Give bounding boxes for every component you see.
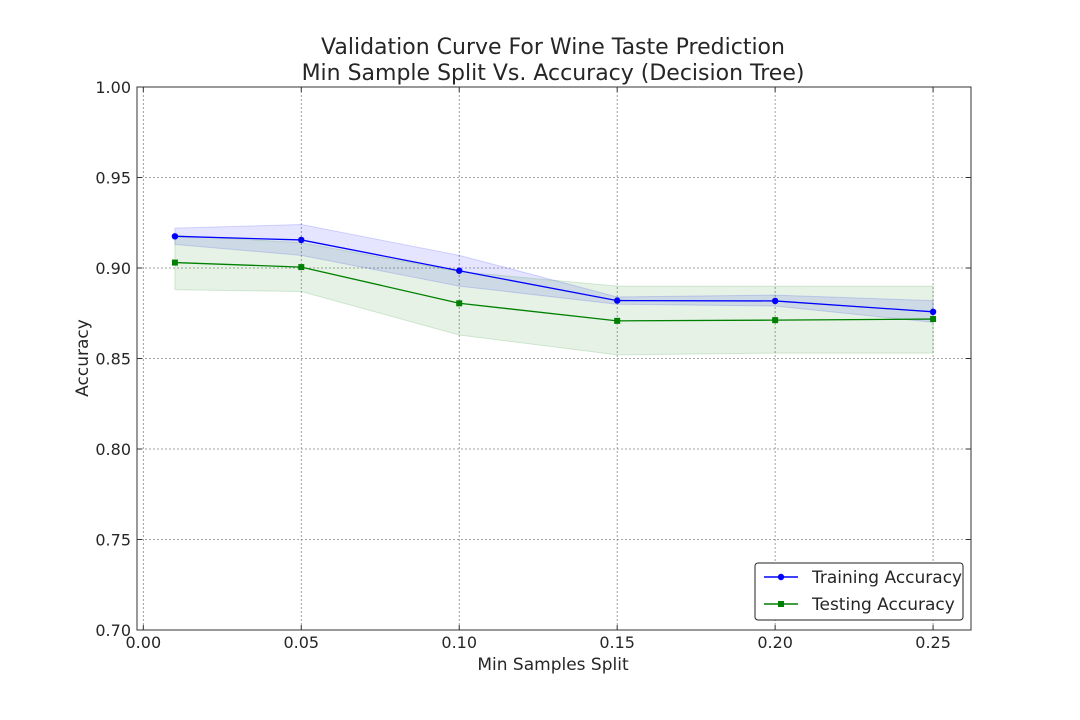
training-accuracy-point	[456, 267, 463, 274]
y-axis-label: Accuracy	[73, 319, 93, 397]
axis-ticks: 0.00 0.05 0.10 0.15 0.20 0.25 0.70 0.75 0.80 0.85…	[95, 78, 971, 652]
training-accuracy-band	[174, 224, 934, 323]
y-tick-label: 0.75	[95, 531, 131, 550]
legend-testing-marker	[778, 601, 784, 607]
testing-accuracy-band	[174, 234, 934, 356]
legend-box	[754, 562, 964, 621]
confidence-bands	[174, 224, 934, 356]
training-accuracy-line	[174, 235, 934, 313]
testing-accuracy-point	[772, 317, 779, 324]
y-tick-label: 0.70	[95, 621, 131, 640]
y-tick-label: 0.80	[95, 440, 131, 459]
training-accuracy-point	[171, 233, 179, 240]
y-tick-label: 0.85	[95, 350, 131, 369]
y-tick-label: 1.00	[95, 78, 131, 97]
training-accuracy-point	[771, 297, 779, 305]
training-accuracy-point	[929, 308, 937, 316]
testing-accuracy-point	[614, 317, 621, 324]
series-markers	[171, 233, 937, 324]
testing-accuracy-point	[298, 264, 305, 271]
testing-accuracy-line	[174, 261, 934, 322]
testing-accuracy-point	[456, 300, 463, 307]
y-tick-label: 0.90	[95, 259, 131, 278]
y-tick-label: 0.95	[95, 169, 131, 188]
legend-testing-label: Testing Accuracy	[811, 595, 955, 615]
testing-accuracy-point	[930, 316, 937, 323]
series-lines	[174, 235, 934, 322]
x-tick-label: 0.20	[757, 633, 793, 652]
x-tick-label: 0.15	[599, 633, 635, 652]
x-axis-label: Min Samples Split	[477, 655, 629, 675]
chart-title: Validation Curve For Wine Taste Predicti…	[321, 35, 785, 60]
legend-training-marker	[777, 573, 785, 581]
training-accuracy-point	[298, 236, 305, 244]
x-tick-label: 0.10	[441, 633, 477, 652]
x-tick-label: 0.00	[126, 633, 162, 652]
chart-subtitle: Min Sample Split Vs. Accuracy (Decision …	[302, 61, 805, 86]
testing-accuracy-point	[171, 259, 178, 266]
legend-training-label: Training Accuracy	[811, 568, 962, 588]
legend: Training Accuracy Testing Accuracy	[754, 562, 964, 621]
grid-lines	[137, 86, 971, 631]
x-tick-label: 0.25	[915, 633, 951, 652]
x-tick-label: 0.05	[283, 633, 319, 652]
training-accuracy-point	[613, 297, 621, 304]
